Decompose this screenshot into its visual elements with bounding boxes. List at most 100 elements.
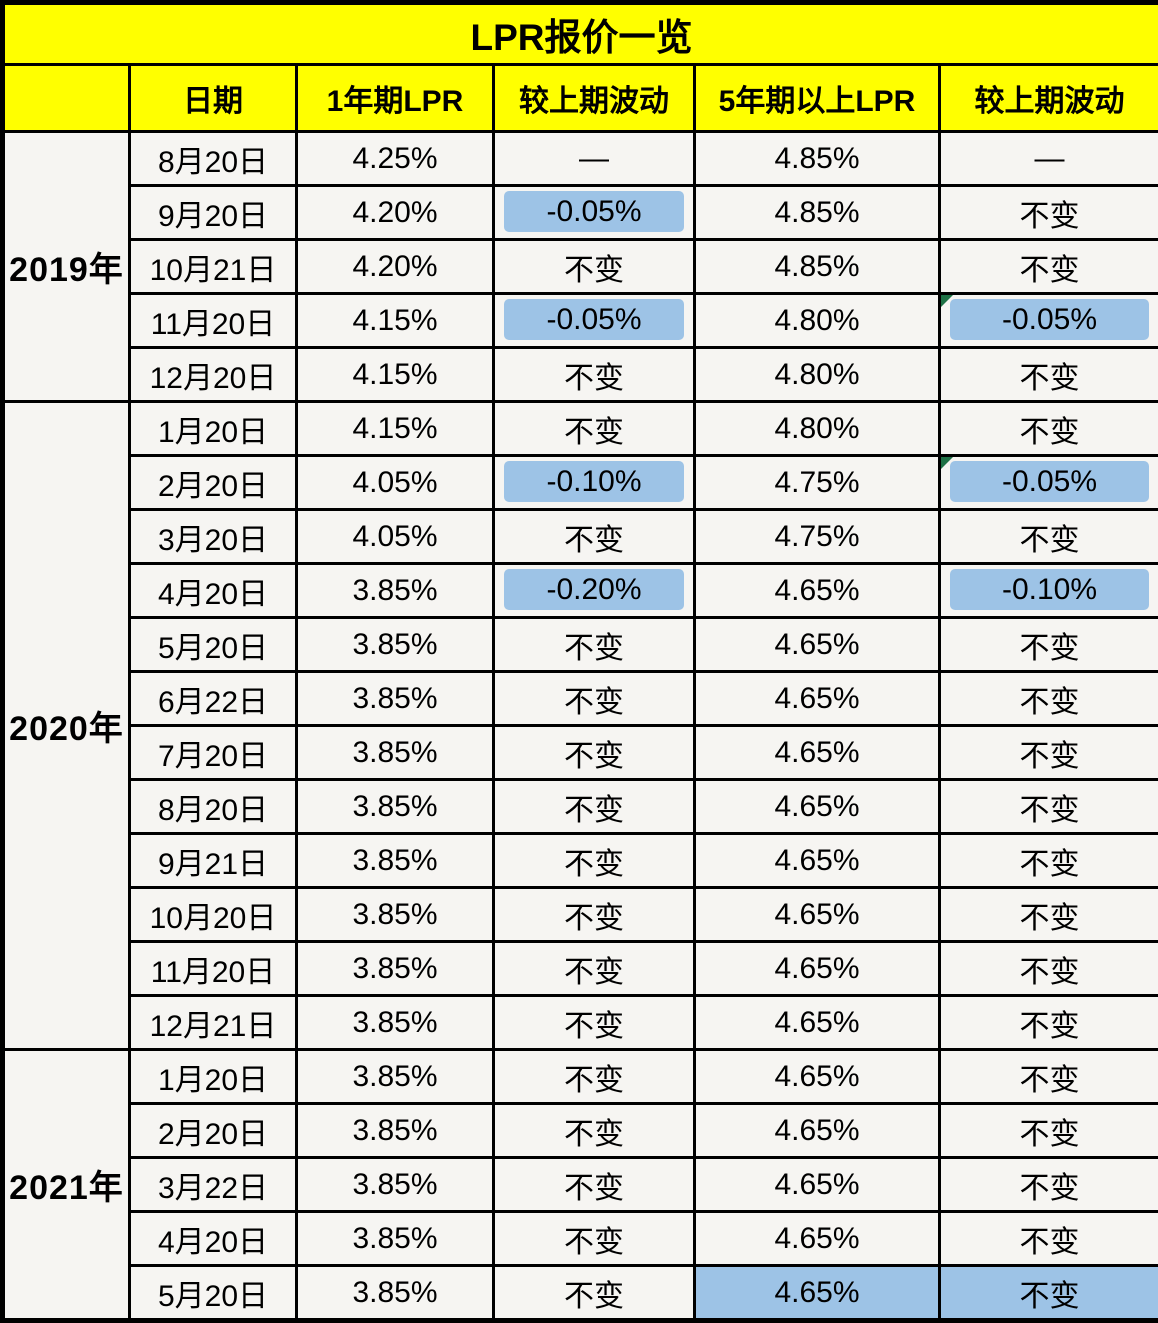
- change-5y-cell: 不变: [940, 1212, 1158, 1266]
- date-cell: 9月20日: [130, 186, 297, 240]
- change-1y-cell: -0.05%: [494, 186, 695, 240]
- year-group-label: 2019年: [3, 132, 130, 402]
- date-cell: 11月20日: [130, 942, 297, 996]
- change-1y-cell: 不变: [494, 402, 695, 456]
- lpr-5y-cell: 4.65%: [695, 1104, 940, 1158]
- change-5y-cell: 不变: [940, 510, 1158, 564]
- change-5y-cell: 不变: [940, 402, 1158, 456]
- highlight-chip: -0.05%: [950, 299, 1149, 340]
- lpr-1y-cell: 3.85%: [297, 942, 494, 996]
- change-5y-cell: 不变: [940, 942, 1158, 996]
- lpr-1y-cell: 3.85%: [297, 726, 494, 780]
- lpr-5y-cell: 4.65%: [695, 1266, 940, 1321]
- date-cell: 8月20日: [130, 780, 297, 834]
- date-cell: 2月20日: [130, 1104, 297, 1158]
- change-1y-cell: 不变: [494, 996, 695, 1050]
- highlight-chip: -0.10%: [950, 569, 1149, 610]
- date-cell: 5月20日: [130, 618, 297, 672]
- date-cell: 12月21日: [130, 996, 297, 1050]
- lpr-5y-cell: 4.65%: [695, 942, 940, 996]
- lpr-5y-cell: 4.65%: [695, 834, 940, 888]
- lpr-5y-cell: 4.75%: [695, 456, 940, 510]
- lpr-1y-cell: 4.20%: [297, 240, 494, 294]
- page-title: LPR报价一览: [3, 3, 1158, 65]
- lpr-1y-cell: 3.85%: [297, 996, 494, 1050]
- year-group-label: 2020年: [3, 402, 130, 1050]
- change-5y-cell: —: [940, 132, 1158, 186]
- col-header-change-1y: 较上期波动: [494, 65, 695, 132]
- lpr-5y-cell: 4.65%: [695, 780, 940, 834]
- col-header-change-5y: 较上期波动: [940, 65, 1158, 132]
- date-cell: 1月20日: [130, 1050, 297, 1104]
- highlight-chip: -0.20%: [504, 569, 684, 610]
- lpr-5y-cell: 4.85%: [695, 240, 940, 294]
- date-cell: 3月20日: [130, 510, 297, 564]
- change-5y-cell: 不变: [940, 1266, 1158, 1321]
- highlight-chip: -0.05%: [950, 461, 1149, 502]
- change-5y-cell: -0.05%: [940, 456, 1158, 510]
- date-cell: 9月21日: [130, 834, 297, 888]
- date-cell: 3月22日: [130, 1158, 297, 1212]
- lpr-1y-cell: 3.85%: [297, 672, 494, 726]
- lpr-5y-cell: 4.80%: [695, 294, 940, 348]
- change-1y-cell: 不变: [494, 348, 695, 402]
- lpr-1y-cell: 3.85%: [297, 564, 494, 618]
- change-5y-cell: 不变: [940, 1104, 1158, 1158]
- date-cell: 10月20日: [130, 888, 297, 942]
- col-header-lpr-5y: 5年期以上LPR: [695, 65, 940, 132]
- change-1y-cell: -0.05%: [494, 294, 695, 348]
- date-cell: 7月20日: [130, 726, 297, 780]
- lpr-1y-cell: 3.85%: [297, 834, 494, 888]
- change-5y-cell: 不变: [940, 672, 1158, 726]
- lpr-1y-cell: 3.85%: [297, 1212, 494, 1266]
- change-5y-cell: 不变: [940, 726, 1158, 780]
- lpr-1y-cell: 3.85%: [297, 1266, 494, 1321]
- lpr-1y-cell: 3.85%: [297, 618, 494, 672]
- lpr-5y-cell: 4.65%: [695, 564, 940, 618]
- change-1y-cell: 不变: [494, 726, 695, 780]
- change-1y-cell: 不变: [494, 240, 695, 294]
- date-cell: 6月22日: [130, 672, 297, 726]
- lpr-1y-cell: 3.85%: [297, 1050, 494, 1104]
- change-5y-cell: 不变: [940, 618, 1158, 672]
- date-cell: 8月20日: [130, 132, 297, 186]
- date-cell: 4月20日: [130, 1212, 297, 1266]
- change-1y-cell: 不变: [494, 1050, 695, 1104]
- date-cell: 5月20日: [130, 1266, 297, 1321]
- date-cell: 2月20日: [130, 456, 297, 510]
- note-marker-icon: [941, 457, 953, 469]
- change-1y-cell: 不变: [494, 1158, 695, 1212]
- lpr-5y-cell: 4.85%: [695, 186, 940, 240]
- lpr-5y-cell: 4.65%: [695, 726, 940, 780]
- change-1y-cell: 不变: [494, 942, 695, 996]
- lpr-5y-cell: 4.80%: [695, 402, 940, 456]
- change-5y-cell: 不变: [940, 240, 1158, 294]
- change-5y-cell: 不变: [940, 996, 1158, 1050]
- change-1y-cell: 不变: [494, 672, 695, 726]
- date-cell: 1月20日: [130, 402, 297, 456]
- lpr-1y-cell: 4.15%: [297, 348, 494, 402]
- date-cell: 12月20日: [130, 348, 297, 402]
- change-1y-cell: 不变: [494, 834, 695, 888]
- change-1y-cell: 不变: [494, 1212, 695, 1266]
- change-1y-cell: —: [494, 132, 695, 186]
- date-cell: 4月20日: [130, 564, 297, 618]
